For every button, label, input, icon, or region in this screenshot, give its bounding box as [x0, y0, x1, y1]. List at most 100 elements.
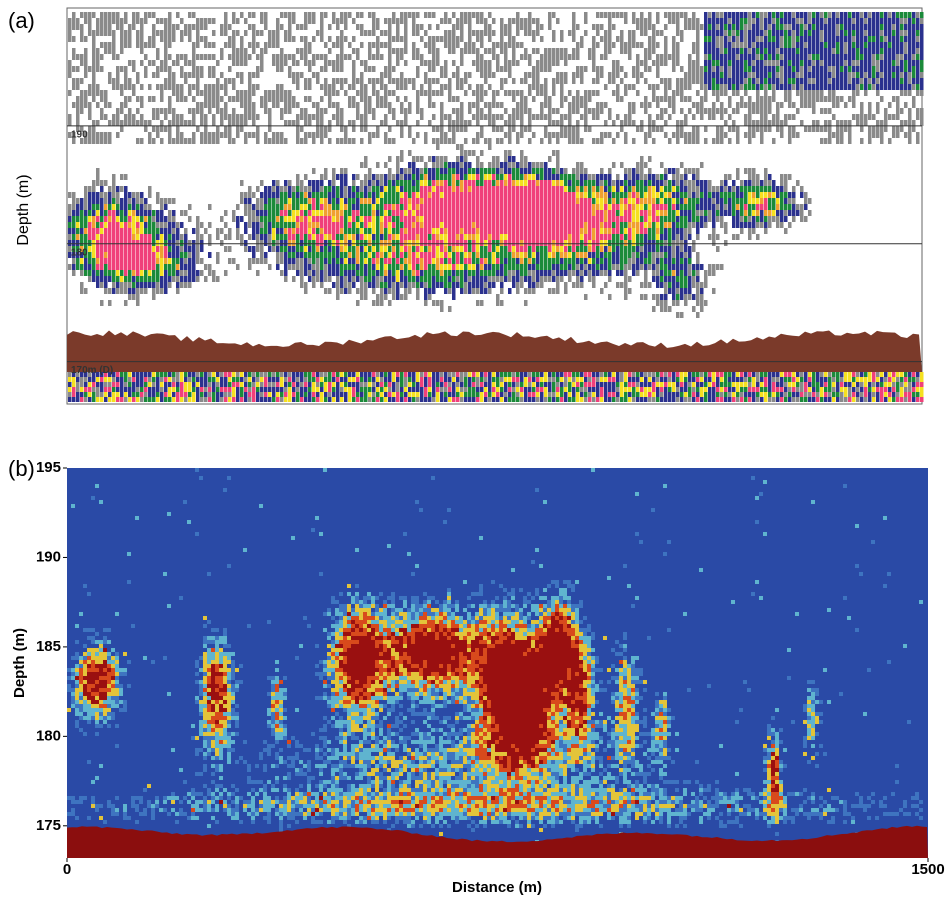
echo-cell — [568, 108, 572, 114]
echo-cell — [364, 162, 368, 168]
echo-cell — [424, 234, 428, 240]
echo-cell — [324, 108, 328, 114]
echo-cell — [352, 60, 356, 66]
echo-cell — [640, 180, 644, 186]
echo-cell — [500, 42, 504, 48]
echo-cell — [156, 84, 160, 90]
echo-cell — [164, 30, 168, 36]
echo-cell — [620, 66, 624, 72]
echo-cell — [676, 174, 680, 180]
echo-cell — [492, 216, 496, 222]
echo-cell — [408, 246, 412, 252]
echo-cell — [112, 270, 116, 276]
echo-cell — [364, 198, 368, 204]
echo-cell — [532, 252, 536, 258]
echo-cell — [544, 192, 548, 198]
echo-cell — [220, 72, 224, 78]
echo-cell — [100, 138, 104, 144]
echo-cell — [288, 30, 292, 36]
echo-cell — [372, 174, 376, 180]
echo-cell — [320, 54, 324, 60]
echo-cell — [396, 222, 400, 228]
echo-cell — [332, 234, 336, 240]
echo-cell — [576, 96, 580, 102]
echo-cell — [148, 258, 152, 264]
echo-cell — [592, 210, 596, 216]
echo-cell — [352, 84, 356, 90]
echo-cell — [144, 228, 148, 234]
echo-cell — [504, 246, 508, 252]
echo-cell — [640, 258, 644, 264]
echo-cell — [580, 270, 584, 276]
echo-cell — [720, 66, 724, 72]
echo-cell — [256, 42, 260, 48]
echo-cell — [688, 132, 692, 138]
echo-cell — [112, 282, 116, 288]
echo-cell — [440, 168, 444, 174]
echo-cell — [376, 18, 380, 24]
echo-cell — [352, 48, 356, 54]
echo-cell — [108, 120, 112, 126]
echo-cell — [348, 240, 352, 246]
echo-cell — [440, 252, 444, 258]
echo-cell — [488, 102, 492, 108]
echo-cell — [440, 306, 444, 312]
echo-cell — [628, 228, 632, 234]
echo-cell — [224, 18, 228, 24]
echo-cell — [560, 168, 564, 174]
echo-cell — [360, 246, 364, 252]
echo-cell — [152, 126, 156, 132]
echo-cell — [528, 24, 532, 30]
echo-cell — [536, 228, 540, 234]
echo-cell — [184, 246, 188, 252]
echo-cell — [464, 168, 468, 174]
echo-cell — [696, 228, 700, 234]
echo-cell — [668, 186, 672, 192]
echo-cell — [208, 54, 212, 60]
echo-cell — [316, 102, 320, 108]
echo-cell — [672, 228, 676, 234]
echo-cell — [392, 228, 396, 234]
echo-cell — [140, 198, 144, 204]
echo-cell — [412, 168, 416, 174]
echo-cell — [372, 258, 376, 264]
echo-cell — [632, 186, 636, 192]
echo-cell — [708, 12, 712, 18]
echo-cell — [476, 108, 480, 114]
echo-cell — [540, 228, 544, 234]
echo-cell — [332, 228, 336, 234]
echo-cell — [104, 240, 108, 246]
echo-cell — [132, 210, 136, 216]
echo-cell — [228, 138, 232, 144]
echo-cell — [460, 156, 464, 162]
echo-cell — [248, 84, 252, 90]
echo-cell — [484, 258, 488, 264]
echo-cell — [124, 78, 128, 84]
echo-cell — [684, 282, 688, 288]
echo-cell — [640, 162, 644, 168]
echo-cell — [716, 192, 720, 198]
echo-cell — [480, 288, 484, 294]
echo-cell — [424, 192, 428, 198]
echo-cell — [232, 78, 236, 84]
echo-cell — [652, 204, 656, 210]
echo-cell — [404, 276, 408, 282]
echo-cell — [488, 30, 492, 36]
echo-cell — [604, 282, 608, 288]
echo-cell — [228, 132, 232, 138]
echo-cell — [484, 234, 488, 240]
echo-cell — [312, 234, 316, 240]
echo-cell — [484, 30, 488, 36]
echo-cell — [688, 18, 692, 24]
echo-cell — [624, 240, 628, 246]
echo-cell — [120, 42, 124, 48]
echo-cell — [576, 126, 580, 132]
echo-cell — [180, 114, 184, 120]
echo-cell — [504, 60, 508, 66]
echo-cell — [276, 54, 280, 60]
echo-cell — [624, 132, 628, 138]
echo-cell — [460, 180, 464, 186]
echo-cell — [200, 102, 204, 108]
echo-cell — [388, 174, 392, 180]
echo-cell — [592, 174, 596, 180]
